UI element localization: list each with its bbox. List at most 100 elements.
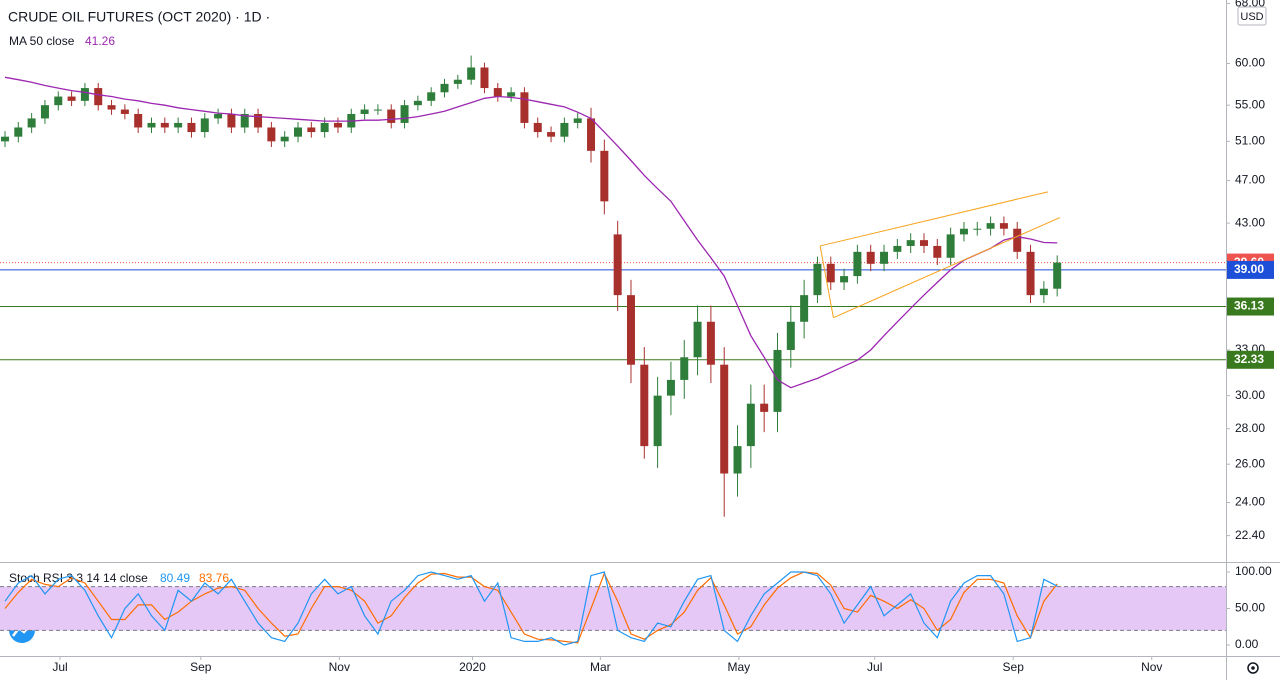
y-tick-label: 22.40 (1235, 528, 1265, 542)
y-tick-label: 43.00 (1235, 215, 1265, 229)
candle-body (973, 228, 982, 230)
candle-body (573, 118, 582, 123)
price-label-box (1227, 260, 1274, 279)
candle-body (493, 88, 502, 97)
candle-body (720, 364, 729, 474)
moving-average (4, 76, 1058, 389)
gear[interactable] (1247, 662, 1259, 674)
x-tick-label: Nov (329, 660, 350, 674)
price-label: 32.33 (1234, 352, 1264, 366)
candle-body (147, 122, 156, 128)
price-label: 36.13 (1234, 299, 1264, 313)
candle-body (480, 67, 489, 89)
candle-body (507, 92, 516, 97)
candle-body (80, 88, 89, 101)
candle-body (560, 122, 569, 137)
candle-body (800, 295, 809, 322)
candle-body (986, 223, 995, 229)
settings-icon[interactable] (1247, 662, 1259, 674)
candle-body (893, 245, 902, 252)
candle-body (640, 364, 649, 447)
ma-legend-name: MA 50 close (9, 34, 75, 48)
candle-body (333, 122, 342, 128)
candle-body (733, 446, 742, 474)
candle-body (946, 234, 955, 258)
candle-body (813, 263, 822, 296)
y-tick-label: 28.00 (1235, 421, 1265, 435)
candle-body (400, 105, 409, 123)
candle-body (653, 395, 662, 447)
candle-body (320, 122, 329, 133)
candle-body (880, 251, 889, 264)
candle-body (547, 132, 556, 137)
y-tick-label: 47.00 (1235, 173, 1265, 187)
oscillator-line (4, 571, 1058, 646)
candle-body (906, 240, 915, 246)
ma-legend-value: 41.26 (85, 34, 115, 48)
candle-body (533, 122, 542, 133)
gear-center (1251, 666, 1255, 670)
candle-body (27, 118, 36, 128)
x-tick-label: Nov (1141, 660, 1162, 674)
candle-body (200, 118, 209, 133)
candle-body (67, 96, 76, 101)
candle-body (427, 92, 436, 101)
candle-body (933, 245, 942, 258)
oscillator-line (4, 571, 1058, 644)
candle-body (666, 379, 675, 396)
candle-body (373, 109, 382, 111)
currency-label: USD (1240, 11, 1263, 23)
candle-body (107, 105, 116, 110)
oscillator-y-tick-label: 50.00 (1235, 601, 1265, 615)
oscillator-k-value: 80.49 (160, 571, 190, 585)
candle-body (307, 127, 316, 133)
candle-body (786, 321, 795, 350)
x-tick-label: May (728, 660, 751, 674)
candle-body (240, 113, 249, 128)
candle-body (613, 234, 622, 296)
price-label-box (1227, 297, 1274, 316)
y-tick-label: 68.00 (1235, 0, 1265, 10)
candle-body (14, 127, 23, 137)
candle-body (94, 88, 103, 106)
candle-body (360, 109, 369, 114)
currency-box[interactable] (1237, 6, 1267, 26)
candle-body (1026, 251, 1035, 296)
x-tick-label: Jul (867, 660, 882, 674)
candle-body (693, 321, 702, 358)
candle-body (54, 96, 63, 106)
candle-body (40, 105, 49, 119)
price-label: 39.00 (1234, 262, 1264, 276)
candle-body (959, 228, 968, 235)
y-tick-label: 26.00 (1235, 456, 1265, 470)
candle-body (706, 321, 715, 365)
trend-line (819, 191, 1048, 247)
candle-body (853, 251, 862, 277)
candle-body (387, 109, 396, 123)
candle-body (267, 127, 276, 142)
candle-body (0, 136, 9, 142)
candle-body (413, 100, 422, 106)
candle-body (760, 403, 769, 412)
chart-title: CRUDE OIL FUTURES (OCT 2020) · 1D · (8, 9, 270, 25)
candle-body (120, 109, 129, 114)
candle-body (227, 113, 236, 128)
candle-body (467, 67, 476, 80)
price-label-box (1227, 350, 1274, 369)
y-tick-label: 60.00 (1235, 56, 1265, 70)
oscillator-y-tick-label: 0.00 (1235, 637, 1259, 651)
x-tick-label: Mar (590, 660, 611, 674)
candle-body (453, 79, 462, 84)
x-tick-label: Jul (52, 660, 67, 674)
candle-body (999, 223, 1008, 229)
y-tick-label: 24.00 (1235, 495, 1265, 509)
candle-body (1039, 288, 1048, 296)
x-tick-label: 2020 (459, 660, 486, 674)
candle-body (520, 92, 529, 123)
candle-body (600, 150, 609, 202)
candle-body (134, 113, 143, 128)
y-tick-label: 55.00 (1235, 97, 1265, 111)
candle-body (1053, 262, 1062, 289)
